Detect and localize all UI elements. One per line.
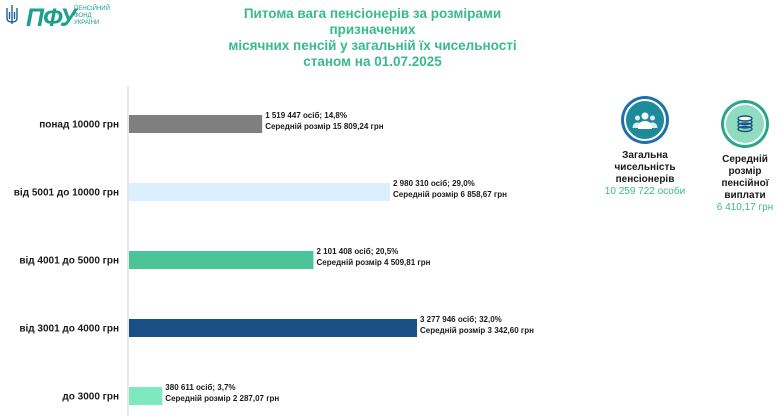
data-label-average: Середній розмір 6 858,67 грн: [393, 190, 507, 199]
kpi-icon-circle: [621, 96, 669, 144]
logo-mark: ПФУ: [26, 4, 77, 32]
kpi-label-2: розмір: [728, 166, 762, 177]
kpi-label-3: пенсіонерів: [615, 174, 675, 185]
category-label: до 3000 грн: [62, 392, 119, 403]
bar: [129, 319, 417, 337]
logo-subtitle: ПЕНСІЙНИЙ ФОНД УКРАЇНИ: [74, 6, 110, 26]
bar: [129, 251, 314, 269]
data-label-average: Середній розмір 3 342,60 грн: [420, 326, 534, 335]
kpi-label-1: Середній: [722, 154, 768, 165]
data-label-average: Середній розмір 2 287,07 грн: [165, 394, 279, 403]
category-label: від 4001 до 5000 грн: [19, 256, 119, 267]
kpi-average-pension: Середній розмір пенсійної виплати 6 410,…: [700, 100, 780, 214]
coins-icon: [737, 115, 753, 133]
data-label-average: Середній розмір 15 809,24 грн: [265, 122, 384, 131]
data-label-count: 3 277 946 осіб; 32,0%: [420, 315, 502, 324]
data-label-count: 1 519 447 осіб; 14,8%: [265, 111, 347, 120]
bar: [129, 115, 263, 133]
chart-title: Питома вага пенсіонерів за розмірами при…: [200, 6, 545, 70]
data-label-count: 380 611 осіб; 3,7%: [165, 383, 235, 392]
data-label-average: Середній розмір 4 509,81 грн: [317, 258, 431, 267]
kpi-label-2: чисельність: [614, 162, 676, 173]
category-label: від 3001 до 4000 грн: [19, 324, 119, 335]
kpi-icon-circle: [721, 100, 769, 148]
title-line-2: місячних пенсій у загальній їх чисельнос…: [228, 38, 517, 53]
trident-icon: [6, 5, 18, 24]
people-icon: [632, 112, 658, 129]
category-label: понад 10000 грн: [39, 120, 119, 131]
kpi-label-1: Загальна: [622, 150, 668, 161]
bar: [129, 387, 163, 405]
kpi-label-3: пенсійної виплати: [721, 178, 769, 201]
data-label-count: 2 980 310 осіб; 29,0%: [393, 179, 475, 188]
data-label-count: 2 101 408 осіб; 20,5%: [317, 247, 399, 256]
title-line-1: Питома вага пенсіонерів за розмірами при…: [243, 6, 502, 37]
bar: [129, 183, 390, 201]
kpi-total-pensioners: Загальна чисельність пенсіонерів 10 259 …: [590, 96, 700, 198]
category-label: від 5001 до 10000 грн: [14, 188, 119, 199]
title-line-3: станом на 01.07.2025: [303, 54, 442, 69]
kpi-value: 6 410,17 грн: [716, 202, 774, 213]
kpi-value: 10 259 722 особи: [604, 186, 686, 197]
